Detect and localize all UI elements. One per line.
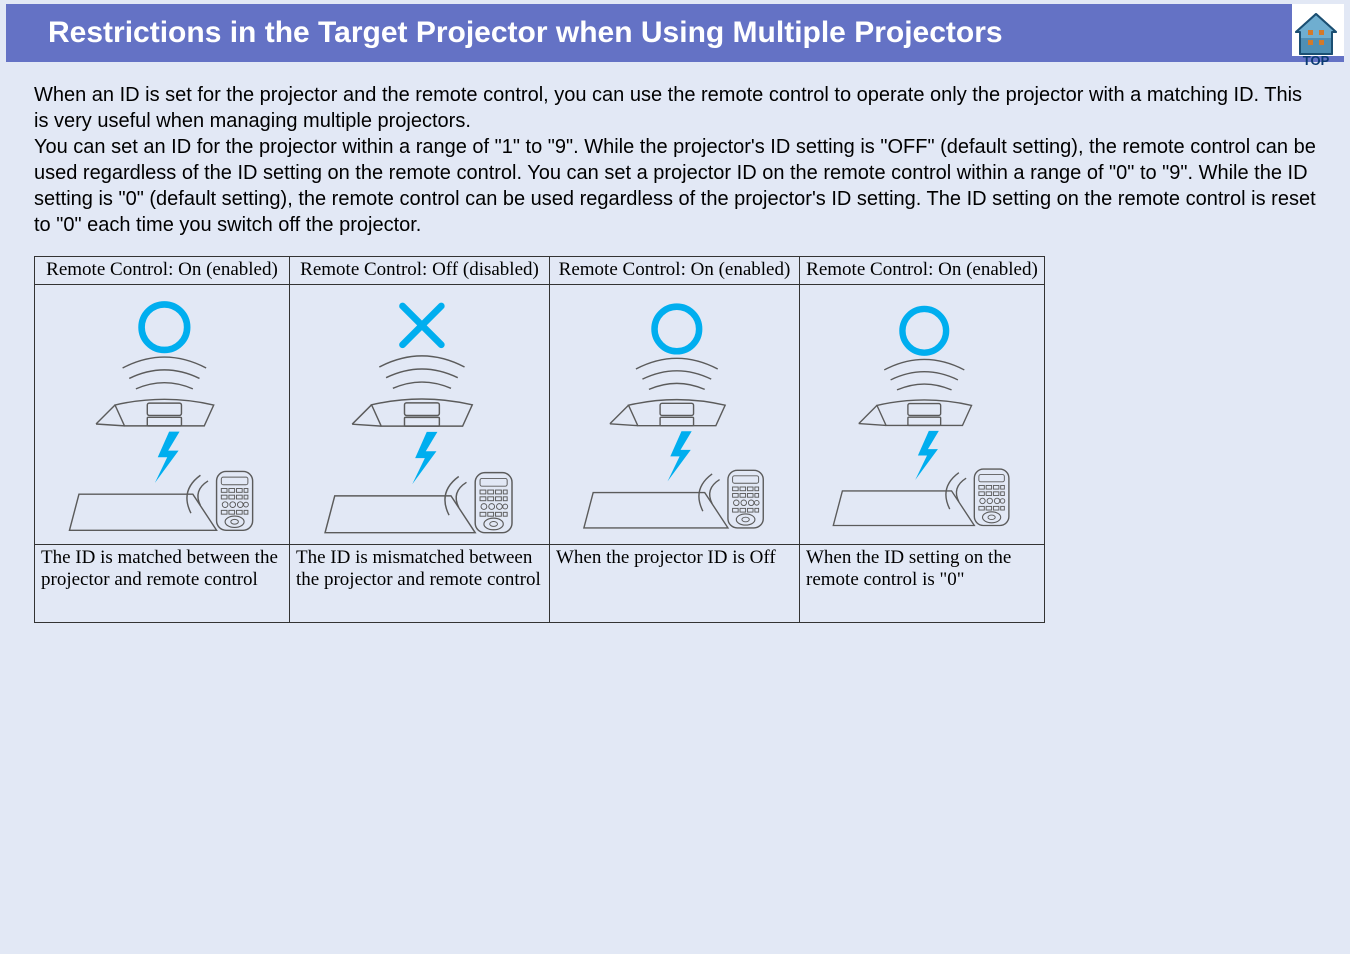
scenario-description: When the ID setting on the remote contro… [800,545,1045,623]
scenario-description: The ID is mismatched between the project… [290,545,550,623]
scenario-header: Remote Control: On (enabled) [35,257,290,285]
top-badge-icon[interactable]: TOP [1286,10,1346,70]
scenario-diagram [550,285,800,545]
scenario-description: When the projector ID is Off [550,545,800,623]
scenario-diagram [35,285,290,545]
scenario-header: Remote Control: Off (disabled) [290,257,550,285]
scenario-table: Remote Control: On (enabled)Remote Contr… [34,256,1045,623]
header-bar: Restrictions in the Target Projector whe… [6,4,1344,62]
scenario-diagram [800,285,1045,545]
page-title: Restrictions in the Target Projector whe… [48,16,1003,50]
scenario-header: Remote Control: On (enabled) [550,257,800,285]
scenario-description: The ID is matched between the projector … [35,545,290,623]
scenario-diagram [290,285,550,545]
top-label: TOP [1303,53,1330,68]
scenario-header: Remote Control: On (enabled) [800,257,1045,285]
body-paragraph: When an ID is set for the projector and … [6,62,1344,256]
